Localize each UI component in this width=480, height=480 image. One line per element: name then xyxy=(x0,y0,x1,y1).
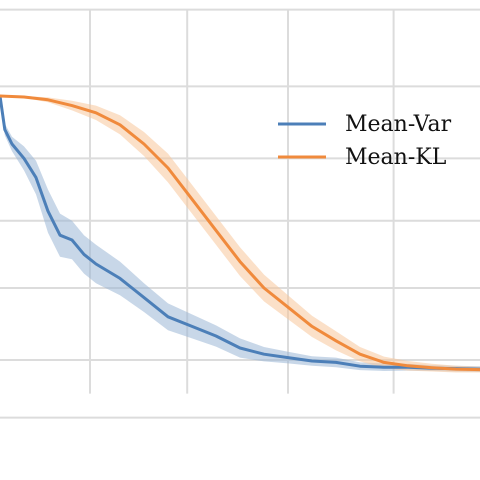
confidence-bands xyxy=(0,96,480,373)
series-line-mean-kl xyxy=(0,94,480,372)
band-mean-var xyxy=(0,96,480,372)
legend-label-mean-var: Mean-Var xyxy=(345,112,452,137)
legend-label-mean-kl: Mean-KL xyxy=(345,145,447,170)
series-line-mean-var xyxy=(0,94,480,371)
series-lines xyxy=(0,94,480,372)
legend: Mean-Var Mean-KL xyxy=(278,112,452,170)
